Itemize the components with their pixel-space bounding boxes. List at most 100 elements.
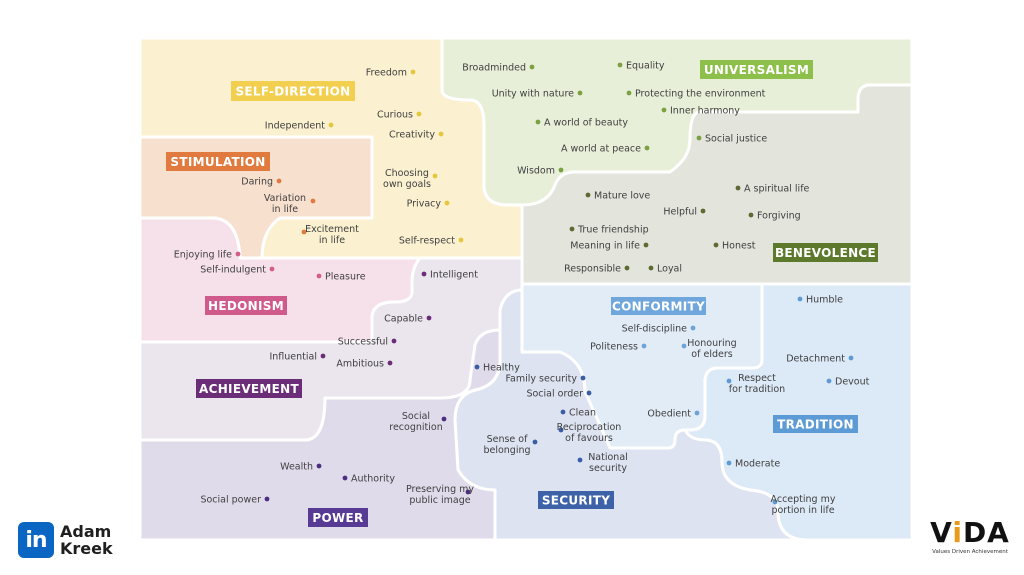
value-dot [474, 364, 480, 370]
badge-text: BENEVOLENCE [775, 246, 876, 260]
value-humble: Humble [797, 295, 843, 306]
badge-background [773, 243, 878, 262]
value-dot [681, 343, 687, 349]
value-label: Detachment [786, 354, 845, 365]
value-dot [438, 131, 444, 137]
value-wealth: Wealth [280, 462, 322, 473]
value-dot [529, 64, 535, 70]
badge-background [700, 60, 813, 79]
value-dot [694, 410, 700, 416]
value-label: Excitement in life [305, 224, 359, 246]
value-label: Moderate [735, 459, 780, 470]
value-dot [458, 237, 464, 243]
value-label: Protecting the environment [635, 89, 766, 100]
value-label: Helpful [663, 207, 697, 218]
value-label: Variation in life [264, 193, 306, 215]
value-dot [316, 273, 322, 279]
value-label: Social order [526, 389, 583, 400]
value-dot [826, 378, 832, 384]
value-label: Unity with nature [492, 89, 574, 100]
value-variation-in-life: Variation in life [264, 193, 316, 215]
badge-text: STIMULATION [170, 155, 265, 169]
value-label: Social recognition [389, 411, 442, 433]
region-benevolence-content: Mature love A spiritual life Helpful Forgiv… [564, 184, 878, 275]
region-benevolence [520, 83, 914, 286]
value-label: Independent [265, 121, 325, 132]
value-a-world-at-peace: A world at peace [561, 144, 650, 155]
value-label: Loyal [657, 264, 682, 275]
value-label: A world of beauty [544, 118, 628, 129]
self-direction-label-badge: SELF-DIRECTION [231, 81, 355, 101]
value-label: Daring [241, 177, 273, 188]
value-dot [577, 90, 583, 96]
value-dot [269, 266, 275, 272]
value-a-world-of-beauty: A world of beauty [535, 118, 628, 129]
value-clean: Clean [560, 408, 596, 419]
value-label: National security [588, 452, 628, 474]
value-dot [641, 343, 647, 349]
value-dot [577, 457, 583, 463]
value-label: Intelligent [430, 270, 478, 281]
value-dot [264, 496, 270, 502]
value-dot [410, 69, 416, 75]
region-achievement-content: Intelligent Capable Successful Influential A… [196, 270, 478, 398]
value-equality: Equality [617, 61, 665, 72]
value-dot [580, 375, 586, 381]
region-stimulation-content: Daring Variation in life Excitement in life S… [166, 152, 359, 246]
value-dot [726, 378, 732, 384]
badge-background [196, 379, 302, 398]
value-true-friendship: True friendship [569, 225, 649, 236]
region-universalism-content: Broadminded Equality Unity with nature Prot… [462, 60, 813, 177]
value-label: Choosing own goals [383, 168, 431, 190]
value-label: Politeness [590, 342, 638, 353]
value-label: Capable [384, 314, 423, 325]
value-dot [690, 325, 696, 331]
value-accepting-my-portion-in-life: Accepting my portion in life [771, 494, 836, 516]
value-label: Sense of belonging [483, 434, 530, 456]
tradition-label-badge: TRADITION [773, 415, 858, 433]
vida-tagline: Values Driven Achievement [932, 549, 1008, 555]
value-dot [558, 167, 564, 173]
value-label: Reciprocation of favours [557, 422, 622, 444]
author-name: Adam Kreek [60, 523, 113, 557]
badge-background [205, 296, 287, 315]
value-label: Accepting my portion in life [771, 494, 836, 516]
value-dot [342, 475, 348, 481]
region-conformity-content: Self-discipline Politeness Honouring of eld… [590, 297, 737, 420]
value-dot [797, 296, 803, 302]
value-label: Curious [377, 110, 413, 121]
value-label: Privacy [407, 199, 442, 210]
value-devout: Devout [826, 377, 870, 388]
badge-background [231, 81, 355, 101]
value-dot [848, 355, 854, 361]
value-successful: Successful [338, 337, 397, 348]
value-unity-with-nature: Unity with nature [492, 89, 583, 100]
region-hedonism-content: Enjoying life Self-indulgent Pleasure HEDON… [174, 250, 366, 315]
value-label: Pleasure [325, 272, 366, 283]
value-dot [391, 338, 397, 344]
value-dot [586, 390, 592, 396]
value-dot [748, 212, 754, 218]
hedonism-label-badge: HEDONISM [205, 296, 287, 315]
value-detachment: Detachment [786, 354, 854, 365]
value-label: Healthy [483, 363, 520, 374]
value-label: A world at peace [561, 144, 641, 155]
badge-background [611, 297, 706, 315]
value-family-security: Family security [505, 374, 586, 385]
value-dot [276, 178, 282, 184]
value-label: Self-respect [399, 236, 455, 247]
value-label: Broadminded [462, 63, 526, 74]
value-label: Responsible [564, 264, 621, 275]
value-national-security: National security [577, 452, 628, 474]
value-social-power: Social power [200, 495, 270, 506]
value-protecting-the-environment: Protecting the environment [626, 89, 766, 100]
value-respect-for-tradition: Respect for tradition [726, 373, 785, 395]
value-politeness: Politeness [590, 342, 647, 353]
value-dot [532, 439, 538, 445]
badge-background [308, 508, 368, 527]
linkedin-icon: in [18, 522, 54, 558]
value-dot [387, 360, 393, 366]
value-enjoying-life: Enjoying life [174, 250, 241, 261]
value-label: Humble [806, 295, 843, 306]
value-wisdom: Wisdom [517, 166, 564, 177]
